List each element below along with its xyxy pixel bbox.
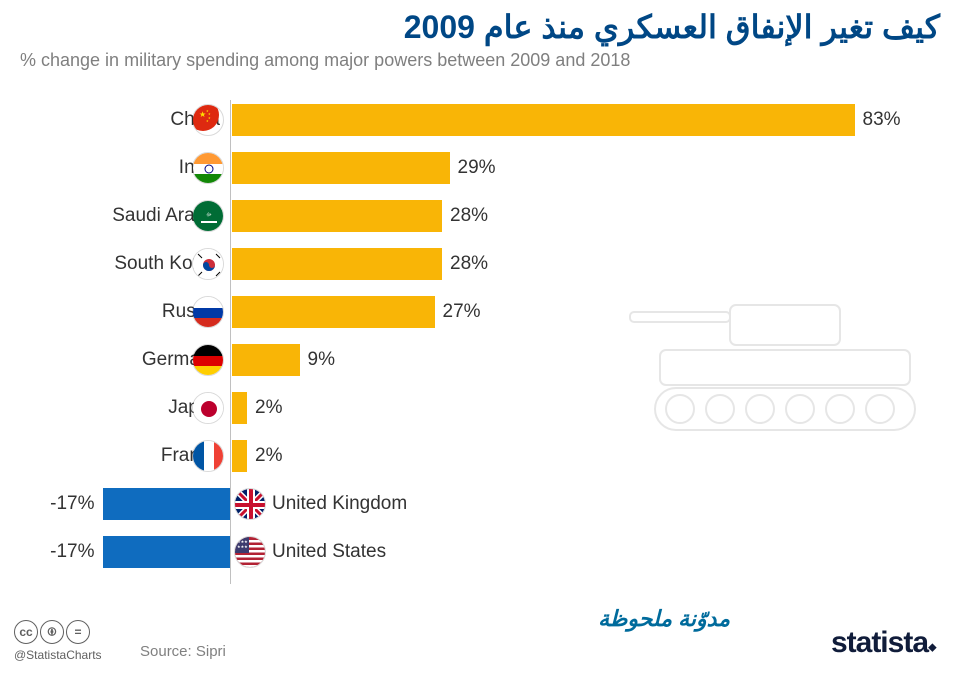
value-label: 28% (450, 244, 488, 284)
chart-row: ★★★★★★United States -17% (0, 532, 960, 580)
value-label: 29% (458, 148, 496, 188)
chart-row: Russia27% (0, 292, 960, 340)
value-label: -17% (50, 532, 94, 572)
country-label: United States (272, 532, 386, 572)
bar-negative (103, 536, 231, 568)
flag-icon (234, 488, 266, 520)
flag-icon (192, 248, 224, 280)
chart-title-arabic: كيف تغير الإنفاق العسكري منذ عام 2009 (404, 8, 940, 46)
bar-positive (232, 104, 855, 136)
chart-row: United Kingdom -17% (0, 484, 960, 532)
value-label: 9% (308, 340, 335, 380)
statista-logo: statista (831, 626, 940, 660)
chart-row: Saudi Arabiaﷻ28% (0, 196, 960, 244)
flag-icon: ★★★★★★ (234, 536, 266, 568)
chart-subtitle: % change in military spending among majo… (20, 50, 630, 71)
value-label: 2% (255, 388, 282, 428)
chart-row: India29% (0, 148, 960, 196)
value-label: 27% (443, 292, 481, 332)
chart-row: China★★★★★83% (0, 100, 960, 148)
cc-license-icons: cc 🅯 = (14, 620, 90, 644)
chart-row: France2% (0, 436, 960, 484)
cc-icon: cc (14, 620, 38, 644)
bar-negative (103, 488, 231, 520)
value-label: 2% (255, 436, 282, 476)
value-label: 28% (450, 196, 488, 236)
flag-icon: ﷻ (192, 200, 224, 232)
svg-text:★: ★ (206, 119, 209, 123)
flag-icon (192, 392, 224, 424)
chart-row: Japan2% (0, 388, 960, 436)
flag-icon (192, 344, 224, 376)
svg-text:ﷻ: ﷻ (206, 212, 212, 218)
value-label: 83% (863, 100, 901, 140)
source-label: Source: Sipri (140, 643, 226, 660)
bar-positive (232, 296, 435, 328)
bar-positive (232, 440, 247, 472)
twitter-handle: @StatistaCharts (14, 648, 102, 662)
chart-row: Germany9% (0, 340, 960, 388)
logo-dot (928, 643, 936, 651)
bar-positive (232, 392, 247, 424)
bar-positive (232, 152, 450, 184)
logo-text: statista (831, 626, 928, 659)
bar-positive (232, 248, 442, 280)
flag-icon (192, 152, 224, 184)
bar-positive (232, 344, 300, 376)
bar-positive (232, 200, 442, 232)
cc-nd-icon: = (66, 620, 90, 644)
flag-icon (192, 296, 224, 328)
bar-chart: China★★★★★83%India29%Saudi Arabiaﷻ28%Sou… (0, 100, 960, 580)
value-label: -17% (50, 484, 94, 524)
flag-icon: ★★★★★ (192, 104, 224, 136)
footer: cc 🅯 = @StatistaCharts Source: Sipri sta… (0, 614, 960, 674)
flag-icon (192, 440, 224, 472)
svg-text:★★★: ★★★ (237, 544, 248, 549)
chart-row: South Korea28% (0, 244, 960, 292)
cc-by-icon: 🅯 (40, 620, 64, 644)
country-label: United Kingdom (272, 484, 407, 524)
